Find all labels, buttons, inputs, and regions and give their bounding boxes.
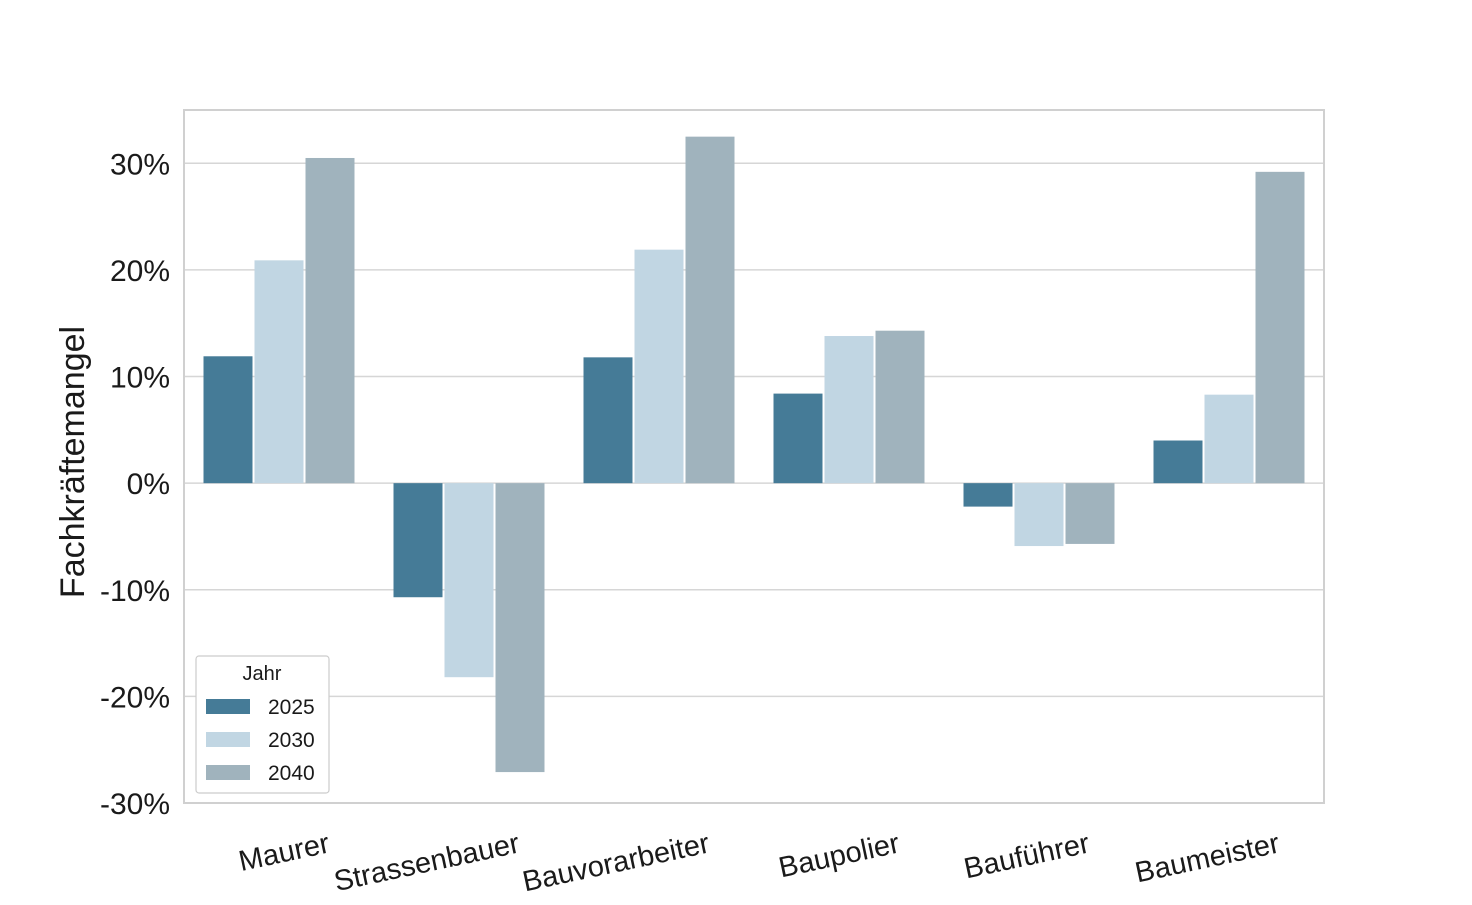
legend-label-2025: 2025 xyxy=(268,696,315,719)
bar-maurer-2030 xyxy=(254,260,304,484)
bar-bauvorarbeiter-2030 xyxy=(634,249,684,484)
bar-baupolier-2030 xyxy=(824,336,874,484)
bar-baumeister-2040 xyxy=(1255,171,1305,484)
bar-strassenbauer-2040 xyxy=(495,483,545,773)
bars xyxy=(203,136,1305,773)
bar-baumeister-2030 xyxy=(1204,394,1254,484)
y-tick-label: 0% xyxy=(127,468,170,501)
bar-bauführer-2030 xyxy=(1014,483,1064,547)
y-tick-label: -10% xyxy=(100,575,170,608)
legend-label-2040: 2040 xyxy=(268,762,315,785)
legend-swatch-2030 xyxy=(206,732,250,747)
legend-title: Jahr xyxy=(243,663,282,685)
x-tick-label: Baumeister xyxy=(1132,827,1282,889)
y-tick-label: -20% xyxy=(100,681,170,714)
y-axis-title: Fachkräftemangel xyxy=(54,326,92,598)
bar-strassenbauer-2025 xyxy=(393,483,443,598)
legend-swatch-2040 xyxy=(206,765,250,780)
plot-area-frame xyxy=(183,109,1325,804)
legend-box xyxy=(195,655,330,794)
y-tick-label: 10% xyxy=(110,362,170,395)
bar-bauführer-2025 xyxy=(963,483,1013,507)
bar-baumeister-2025 xyxy=(1153,440,1203,484)
x-tick-label: Maurer xyxy=(236,827,333,877)
grid-lines xyxy=(184,162,1324,804)
legend: Jahr 2025 2030 2040 xyxy=(195,655,330,794)
bar-maurer-2025 xyxy=(203,356,253,484)
x-tick-label: Strassenbauer xyxy=(331,827,522,898)
bar-baupolier-2025 xyxy=(773,393,823,484)
x-tick-label: Baupolier xyxy=(776,827,903,884)
bar-maurer-2040 xyxy=(305,157,355,484)
y-tick-label: -30% xyxy=(100,788,170,821)
bar-bauführer-2040 xyxy=(1065,483,1115,544)
y-tick-label: 30% xyxy=(110,148,170,181)
bar-baupolier-2040 xyxy=(875,330,925,484)
legend-swatch-2025 xyxy=(206,699,250,714)
bar-bauvorarbeiter-2025 xyxy=(583,357,633,484)
y-tick-labels: 30% 20% 10% 0% -10% -20% -30% xyxy=(100,148,170,821)
y-tick-label: 20% xyxy=(110,255,170,288)
legend-label-2030: 2030 xyxy=(268,729,315,752)
bar-strassenbauer-2030 xyxy=(444,483,494,678)
bar-bauvorarbeiter-2040 xyxy=(685,136,735,484)
x-tick-label: Bauführer xyxy=(961,827,1093,885)
x-tick-label: Bauvorarbeiter xyxy=(520,827,713,898)
